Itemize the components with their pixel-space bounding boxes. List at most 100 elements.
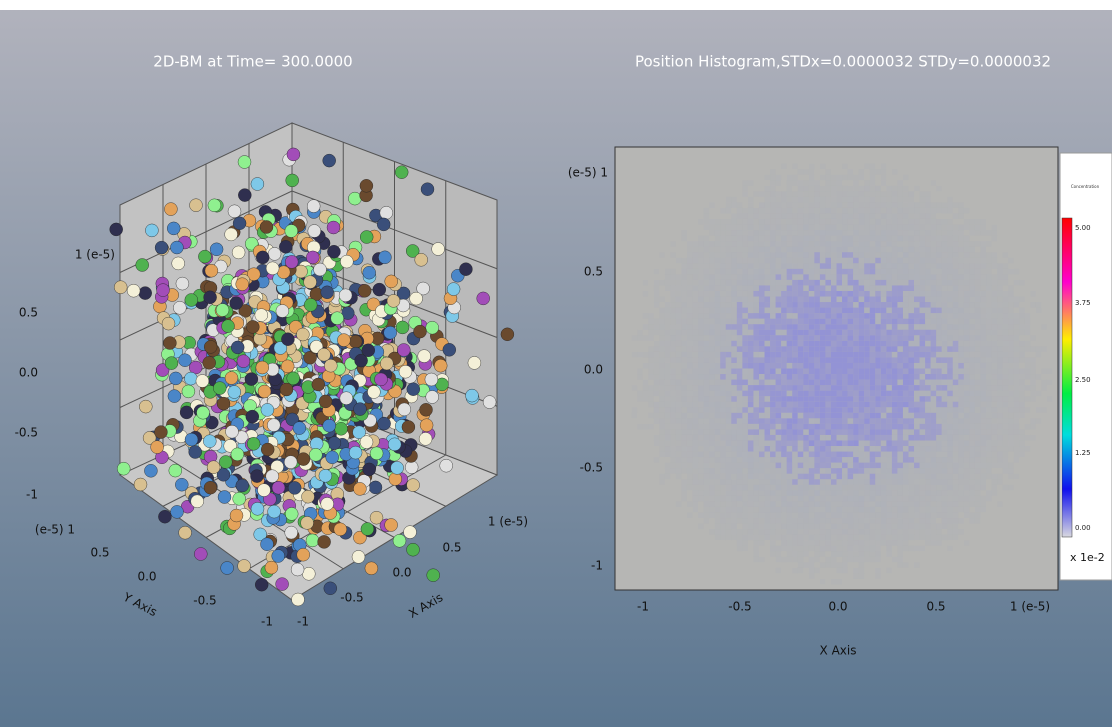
histogram-cell bbox=[803, 413, 809, 419]
histogram-cell bbox=[942, 241, 948, 247]
histogram-cell bbox=[969, 391, 975, 397]
histogram-cell bbox=[698, 468, 704, 474]
histogram-cell bbox=[770, 413, 776, 419]
histogram-cell bbox=[908, 297, 914, 303]
histogram-cell bbox=[958, 335, 964, 341]
histogram-cell bbox=[715, 357, 721, 363]
histogram-cell bbox=[792, 424, 798, 430]
histogram-cell bbox=[659, 474, 665, 480]
histogram-cell bbox=[958, 263, 964, 269]
histogram-cell bbox=[914, 241, 920, 247]
histogram-cell bbox=[842, 308, 848, 314]
histogram-cell bbox=[936, 319, 942, 325]
histogram-cell bbox=[931, 202, 937, 208]
histogram-cell bbox=[936, 225, 942, 231]
histogram-cell bbox=[632, 413, 638, 419]
histogram-cell bbox=[969, 380, 975, 386]
histogram-cell bbox=[975, 396, 981, 402]
histogram-cell bbox=[897, 269, 903, 275]
histogram-cell bbox=[820, 291, 826, 297]
histogram-cell bbox=[665, 452, 671, 458]
histogram-cell bbox=[920, 258, 926, 264]
histogram-cell bbox=[698, 429, 704, 435]
histogram-cell bbox=[925, 490, 931, 496]
histogram-cell bbox=[1008, 380, 1014, 386]
histogram-cell bbox=[936, 263, 942, 269]
histogram-cell bbox=[969, 440, 975, 446]
histogram-cell bbox=[903, 324, 909, 330]
histogram-cell bbox=[992, 324, 998, 330]
particle bbox=[404, 526, 417, 539]
histogram-cell bbox=[781, 230, 787, 236]
histogram-cell bbox=[980, 435, 986, 441]
histogram-cell bbox=[654, 330, 660, 336]
histogram-cell bbox=[964, 435, 970, 441]
histogram-cell bbox=[825, 219, 831, 225]
histogram-cell bbox=[875, 313, 881, 319]
particle bbox=[337, 334, 350, 347]
histogram-cell bbox=[997, 463, 1003, 469]
histogram-cell bbox=[892, 391, 898, 397]
histogram-cell bbox=[765, 319, 771, 325]
histogram-cell bbox=[676, 297, 682, 303]
histogram-cell bbox=[814, 285, 820, 291]
histogram-cell bbox=[792, 490, 798, 496]
histogram-cell bbox=[920, 308, 926, 314]
histogram-cell bbox=[914, 457, 920, 463]
histogram-cell bbox=[720, 352, 726, 358]
histogram-cell bbox=[659, 440, 665, 446]
histogram-cell bbox=[992, 440, 998, 446]
histogram-cell bbox=[1014, 446, 1020, 452]
histogram-cell bbox=[792, 369, 798, 375]
histogram-cell bbox=[903, 391, 909, 397]
histogram-cell bbox=[787, 440, 793, 446]
histogram-cell bbox=[997, 313, 1003, 319]
histogram-cell bbox=[920, 324, 926, 330]
histogram-cell bbox=[886, 324, 892, 330]
histogram-cell bbox=[853, 313, 859, 319]
particle bbox=[204, 340, 217, 353]
histogram-cell bbox=[776, 380, 782, 386]
histogram-cell bbox=[969, 341, 975, 347]
histogram-cell bbox=[798, 202, 804, 208]
histogram-cell bbox=[870, 435, 876, 441]
histogram-cell bbox=[670, 429, 676, 435]
histogram-cell bbox=[676, 385, 682, 391]
histogram-cell bbox=[859, 236, 865, 242]
histogram-cell bbox=[986, 496, 992, 502]
histogram-cell bbox=[809, 396, 815, 402]
histogram-cell bbox=[964, 302, 970, 308]
histogram-cell bbox=[914, 202, 920, 208]
histogram-cell bbox=[665, 346, 671, 352]
histogram-cell bbox=[798, 269, 804, 275]
histogram-cell bbox=[870, 213, 876, 219]
histogram-cell bbox=[787, 418, 793, 424]
histogram-cell bbox=[781, 202, 787, 208]
histogram-cell bbox=[792, 263, 798, 269]
histogram-cell bbox=[825, 269, 831, 275]
histogram-cell bbox=[931, 396, 937, 402]
histogram-cell bbox=[693, 363, 699, 369]
histogram-cell bbox=[759, 330, 765, 336]
histogram-cell bbox=[864, 302, 870, 308]
histogram-cell bbox=[892, 452, 898, 458]
histogram-cell bbox=[737, 313, 743, 319]
histogram-cell bbox=[765, 241, 771, 247]
histogram-cell bbox=[1003, 297, 1009, 303]
histogram-cell bbox=[731, 440, 737, 446]
histogram-cell bbox=[670, 391, 676, 397]
histogram-cell bbox=[908, 501, 914, 507]
histogram-cell bbox=[947, 252, 953, 258]
histogram-cell bbox=[908, 324, 914, 330]
histogram-cell bbox=[953, 402, 959, 408]
histogram-cell bbox=[731, 291, 737, 297]
histogram-cell bbox=[709, 346, 715, 352]
histogram-cell bbox=[986, 308, 992, 314]
histogram-cell bbox=[925, 440, 931, 446]
histogram-cell bbox=[870, 413, 876, 419]
histogram-cell bbox=[742, 330, 748, 336]
histogram-cell bbox=[665, 302, 671, 308]
y-tick-label: -0.5 bbox=[193, 594, 216, 608]
histogram-cell bbox=[709, 297, 715, 303]
histogram-cell bbox=[920, 197, 926, 203]
